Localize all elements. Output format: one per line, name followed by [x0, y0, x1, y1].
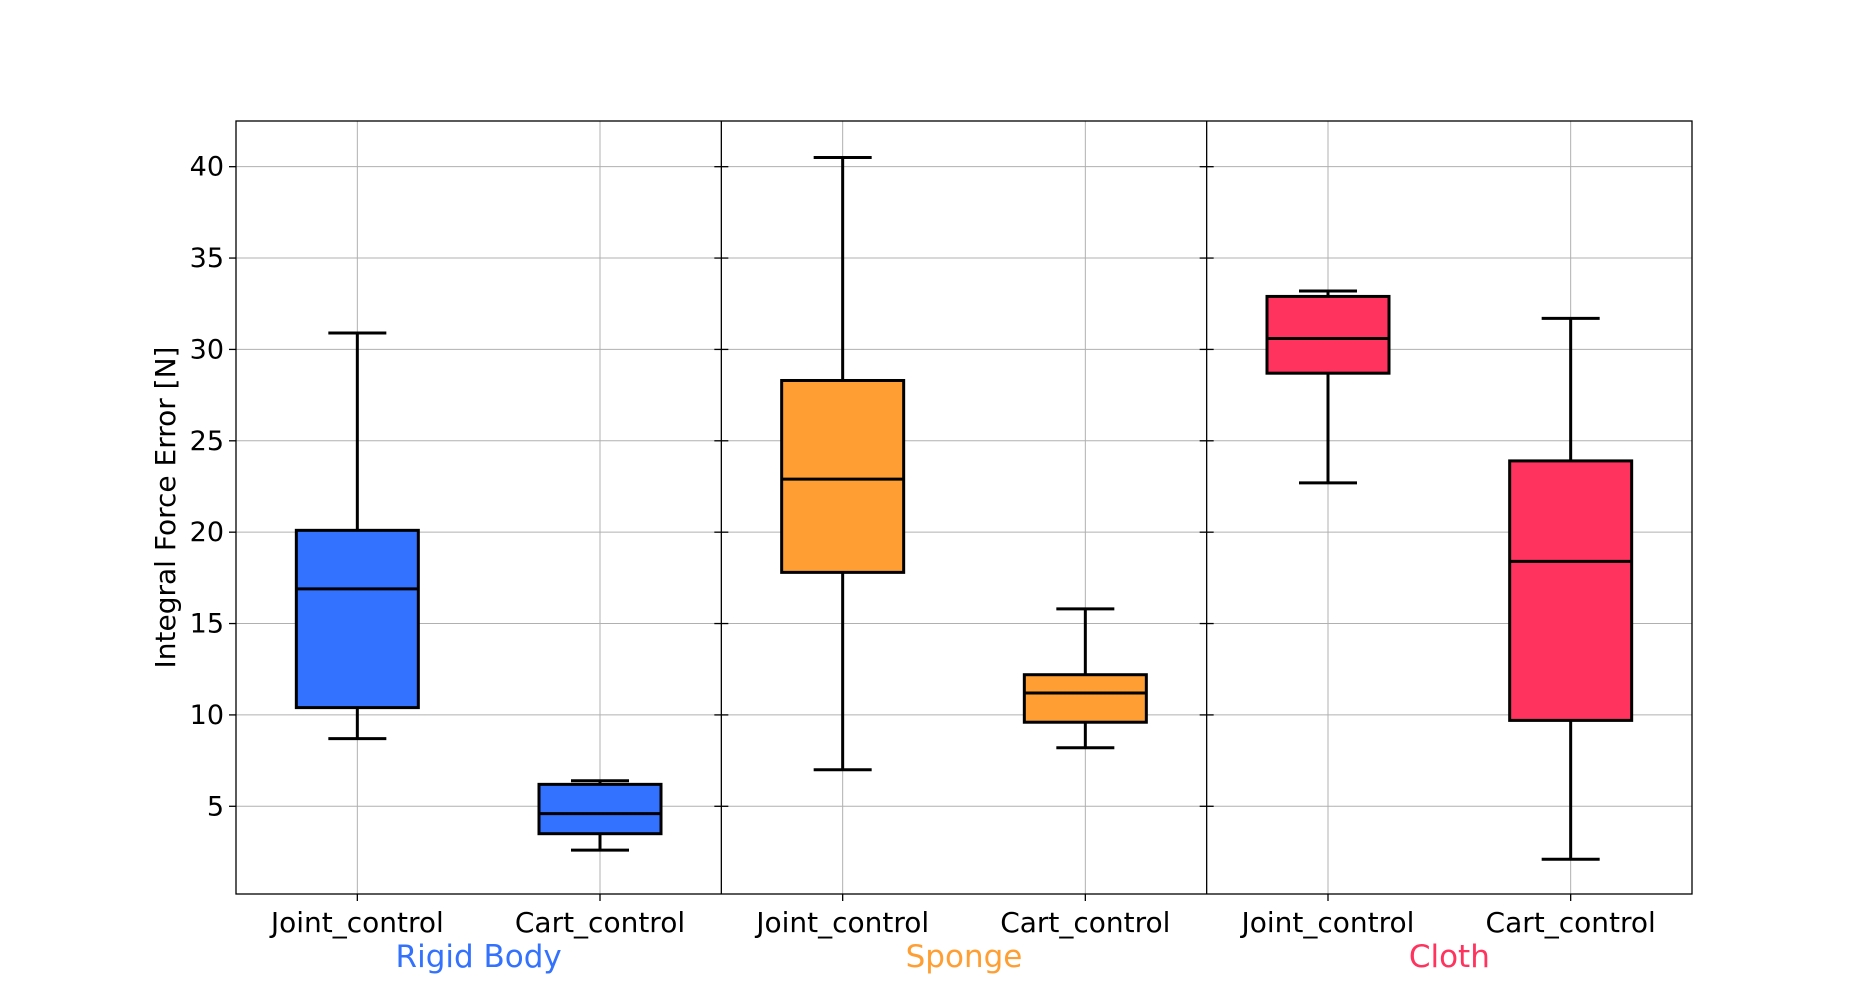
- y-tick-label: 30: [190, 334, 224, 365]
- group-label: Cloth: [1409, 939, 1490, 975]
- y-tick-label: 15: [190, 609, 224, 640]
- y-tick-label: 35: [190, 243, 224, 274]
- x-tick-label: Cart_control: [1486, 906, 1656, 939]
- box-iqr: [1508, 459, 1634, 722]
- y-tick-label: 40: [190, 152, 224, 183]
- box-iqr: [1265, 294, 1391, 375]
- y-tick-label: 20: [190, 517, 224, 548]
- axes-frame: [229, 120, 1693, 901]
- box-plots: [294, 156, 1634, 861]
- box-iqr: [1022, 673, 1148, 724]
- box-iqr: [294, 528, 420, 710]
- x-tick-label: Joint_control: [269, 906, 444, 939]
- x-tick-label: Cart_control: [515, 906, 685, 939]
- y-tick-label: 25: [190, 426, 224, 457]
- group-label: Sponge: [906, 939, 1023, 975]
- y-tick-label: 5: [207, 791, 224, 822]
- y-axis-label: Integral Force Error [N]: [149, 347, 182, 669]
- y-tick-label: 10: [190, 700, 224, 731]
- x-tick-label: Joint_control: [1240, 906, 1415, 939]
- box-iqr: [537, 782, 663, 836]
- group-label: Rigid Body: [396, 939, 562, 975]
- x-tick-label: Joint_control: [754, 906, 929, 939]
- plot-frame: [235, 120, 1693, 895]
- x-tick-label: Cart_control: [1000, 906, 1170, 939]
- box-iqr: [780, 378, 906, 574]
- axis-labels: 5 10 15 20 25 30 35 40 Joint_control Cart_control…: [190, 152, 1656, 975]
